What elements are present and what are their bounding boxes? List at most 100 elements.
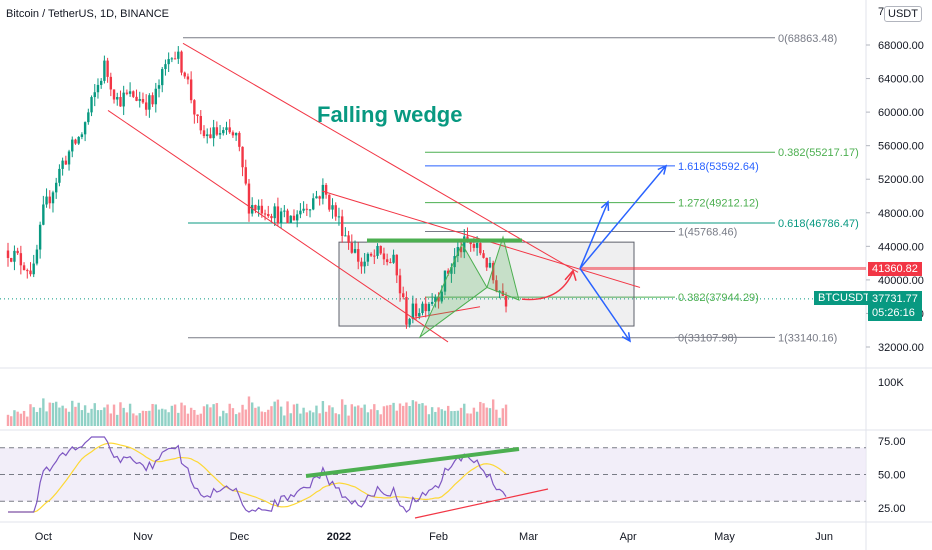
volume-bar [446,405,450,426]
volume-bar [283,415,286,426]
candle-body [64,160,68,165]
candle-body [135,96,138,101]
candle-body [347,235,350,243]
candle-body [74,139,77,144]
candle-body [51,192,55,204]
candle-body [357,249,360,262]
candle-body [279,211,283,224]
rsi-ma-line [8,442,507,513]
candle-body [302,208,305,211]
volume-bar [61,405,64,426]
volume-bar [308,410,312,426]
candle-body [318,196,321,199]
price-tick-label: 48000.00 [878,208,924,220]
time-tick-label: Jun [815,531,833,543]
time-tick-label: Apr [620,531,637,543]
volume-bar [450,411,453,426]
rsi-line [8,436,507,513]
candle-body [495,280,498,292]
volume-bar [26,416,29,426]
candle-body [334,205,337,217]
candle-body [161,69,164,86]
time-tick-label: 2022 [327,531,351,543]
candle-body [385,259,389,263]
volume-bar [312,412,315,426]
volume-bar [373,404,376,426]
candle-body [177,51,180,59]
drawings [107,42,668,343]
volume-bar [405,402,408,426]
volume-pane [6,396,508,426]
candle-body [116,97,119,100]
candle-body [270,216,273,219]
candle-body [206,134,209,137]
candle-body [427,303,431,312]
volume-bar [93,403,96,426]
volume-bar [177,412,180,426]
fib-level-label: 0.618(46786.47) [778,218,859,230]
volume-bar [35,411,39,426]
candle-body [35,249,39,264]
target-arrow-high [579,165,667,269]
candle-body [83,122,87,135]
candle-body [19,253,23,266]
candle-body [328,194,331,210]
volume-bar [273,401,276,426]
resistance-line [580,266,866,270]
volume-bar [234,414,238,426]
volume-bar [77,402,80,426]
volume-bar [347,415,350,426]
volume-bar [305,412,309,426]
volume-bar [331,407,334,426]
volume-bar [173,404,177,426]
wedge-trend-line [107,110,449,343]
volume-bar [74,406,77,426]
candle-body [167,59,170,65]
volume-bar [299,413,302,426]
annotation-falling-wedge: Falling wedge [317,102,462,127]
volume-bar [42,398,45,426]
volume-bar [302,407,305,426]
volume-bar [353,406,357,426]
volume-bar [257,406,260,426]
candle-body [144,102,148,110]
volume-bar [421,403,424,426]
volume-bar [337,414,341,426]
volume-bar [19,413,23,426]
volume-bar [466,413,469,426]
currency-button[interactable]: USDT [884,6,922,22]
candle-body [491,262,495,281]
candle-body [193,100,196,115]
price-tick-label: 32000.00 [878,342,924,354]
volume-bar [279,406,283,426]
volume-bar [157,409,161,426]
candle-body [164,64,167,70]
candle-body [405,297,408,325]
candle-body [22,265,26,271]
volume-bar [440,409,443,426]
candle-body [440,291,443,302]
fib-level-label: 0(68863.48) [778,33,837,45]
fib-level-label: 1.272(49212.12) [678,198,759,210]
candle-body [10,257,13,262]
candle-body [45,196,48,205]
volume-bar [247,396,251,426]
volume-bar [344,404,347,426]
candle-body [180,51,183,73]
volume-bar [80,410,84,426]
candle-body [61,160,64,169]
volume-bar [295,403,299,426]
volume-bar [138,413,141,426]
rsi-tick-label: 25.00 [878,503,906,515]
price-tick-label: 44000.00 [878,241,924,253]
volume-bar [215,403,219,426]
candle-body [466,236,469,240]
candle-body [366,253,370,262]
candle-body [389,262,392,264]
candle-body [376,245,379,256]
candle-body [459,247,463,253]
volume-bar [488,408,492,426]
volume-bar [64,408,68,426]
volume-bar [456,410,460,426]
fib-level-label: 1(45768.46) [678,226,737,238]
